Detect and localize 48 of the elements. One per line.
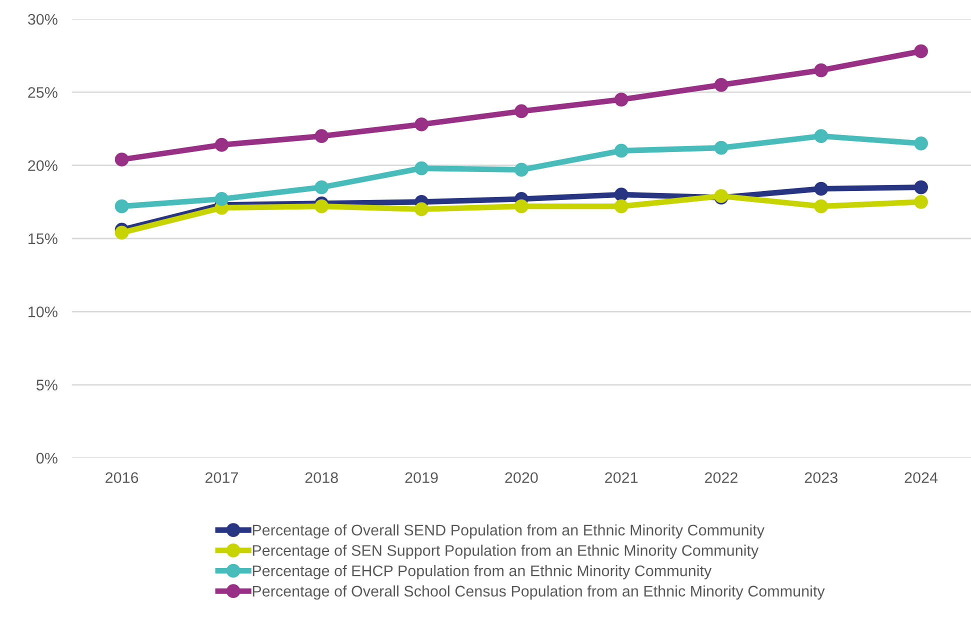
- point: [314, 199, 329, 214]
- y-tick-label: 20%: [28, 160, 58, 172]
- y-tick-label: 15%: [28, 233, 58, 244]
- point: [514, 162, 528, 177]
- point: [114, 199, 129, 214]
- point: [914, 136, 928, 150]
- point: [414, 117, 428, 132]
- x-tick-label: 2016: [106, 472, 138, 484]
- point: [114, 226, 129, 240]
- point: [214, 138, 229, 152]
- point: [614, 92, 628, 106]
- point: [714, 140, 728, 155]
- x-tick-label: 2017: [205, 472, 238, 484]
- point: [614, 144, 628, 158]
- legend-label: Percentage of Overall School Census Population from an Ethnic Minority Community: [252, 585, 825, 600]
- point: [214, 192, 229, 206]
- x-tick-label: 2020: [505, 472, 538, 484]
- x-tick-label: 2022: [705, 472, 738, 484]
- point: [614, 199, 628, 214]
- point: [614, 188, 628, 202]
- y-tick-label: 5%: [36, 380, 58, 390]
- point: [714, 78, 728, 92]
- point: [114, 152, 129, 166]
- x-tick-label: 2024: [904, 472, 938, 484]
- x-tick-label: 2023: [804, 472, 838, 484]
- x-tick-label: 2021: [605, 472, 638, 484]
- legend-label: Percentage of Overall SEND Population from an Ethnic Minority Community: [252, 524, 764, 539]
- point: [314, 129, 329, 144]
- point: [414, 161, 428, 176]
- point: [914, 180, 928, 194]
- point: [514, 104, 528, 118]
- y-tick-label: 30%: [28, 14, 58, 25]
- x-tick-label: 2018: [305, 472, 338, 484]
- point: [814, 182, 828, 196]
- point: [514, 199, 528, 214]
- point: [814, 199, 828, 214]
- y-tick-label: 10%: [28, 306, 58, 318]
- legend-label: Percentage of EHCP Population from an Ethnic Minority Community: [252, 565, 712, 580]
- point: [414, 202, 428, 216]
- point: [814, 63, 828, 78]
- point: [814, 129, 828, 144]
- x-tick-label: 2019: [405, 472, 438, 484]
- point: [914, 194, 928, 209]
- y-tick-label: 0%: [36, 452, 58, 464]
- legend-label: Percentage of SEN Support Population from an Ethnic Minority Community: [252, 544, 759, 559]
- point: [914, 44, 928, 58]
- point: [314, 180, 329, 194]
- y-tick-label: 25%: [28, 87, 58, 98]
